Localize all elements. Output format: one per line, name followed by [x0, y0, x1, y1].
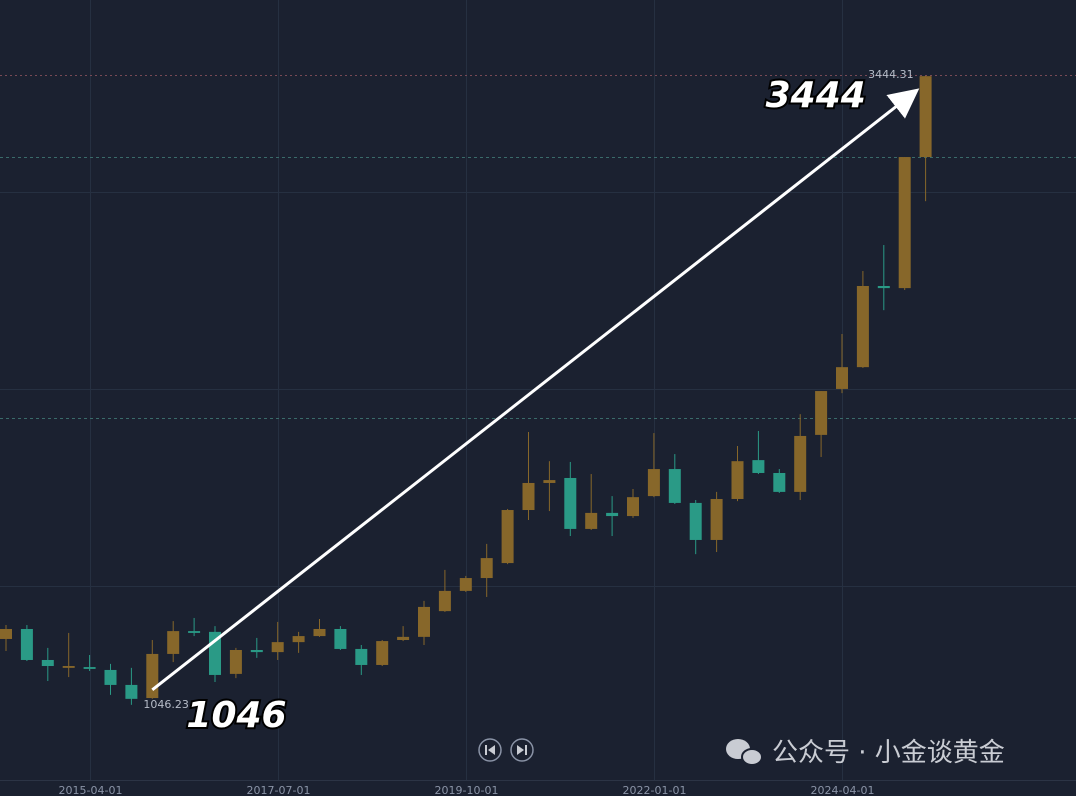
candle-body — [125, 684, 138, 699]
candle-body — [355, 648, 368, 665]
candle-body — [877, 286, 890, 289]
candle-body — [522, 482, 535, 511]
candle-body — [668, 469, 681, 503]
x-tick-label: 2022-01-01 — [623, 784, 687, 796]
candle-body — [480, 558, 493, 579]
candle-body — [146, 653, 159, 699]
candle-body — [606, 512, 619, 517]
playback-controls — [478, 738, 534, 762]
candle-body — [167, 631, 180, 654]
step-forward-button[interactable] — [510, 738, 534, 762]
low-label: 1046.23 — [143, 698, 189, 711]
x-tick-label: 2019-10-01 — [435, 784, 499, 796]
candle-body — [585, 512, 598, 529]
watermark-text: 公众号 · 小金谈黄金 — [772, 738, 1005, 768]
candle-body — [104, 669, 117, 685]
candle-body — [898, 157, 911, 289]
candle-body — [627, 497, 639, 517]
candle-body — [83, 667, 96, 669]
candle-body — [188, 631, 201, 633]
candle-body — [647, 469, 660, 497]
candle-body — [41, 659, 54, 667]
step-back-button[interactable] — [478, 738, 502, 762]
candle-body — [20, 628, 33, 660]
candle-body — [919, 76, 932, 158]
candle-body — [271, 642, 284, 653]
candle-body — [459, 578, 472, 591]
candle-body — [836, 367, 848, 389]
candle-body — [794, 435, 807, 492]
candle-body — [752, 460, 765, 473]
candle-body — [418, 606, 430, 637]
candle-body — [543, 480, 556, 483]
annotation: 3444 — [766, 75, 866, 116]
candle-body — [376, 641, 389, 665]
candle-body — [397, 636, 410, 641]
candle-body — [689, 502, 702, 540]
candle-body — [250, 650, 263, 653]
candle-body — [710, 498, 723, 540]
candle-body — [731, 461, 744, 499]
watermark: 公众号 · 小金谈黄金 — [726, 738, 1005, 768]
candle-body — [773, 472, 786, 492]
trend-arrow — [151, 88, 920, 692]
candle-body — [292, 636, 305, 643]
high-label: 3444.31 — [868, 68, 914, 81]
candle-body — [856, 286, 869, 368]
candle-body — [501, 510, 514, 564]
candle-body — [438, 590, 451, 612]
candle-body — [564, 477, 577, 529]
candle-body — [815, 391, 828, 435]
x-tick-label: 2017-07-01 — [247, 784, 311, 796]
candle-body — [313, 628, 326, 637]
candle-body — [62, 666, 75, 668]
candle-body — [0, 628, 12, 639]
annotation: 1046 — [186, 695, 286, 736]
candle-body — [334, 628, 347, 649]
x-tick-label: 2015-04-01 — [59, 784, 123, 796]
x-tick-label: 2024-04-01 — [811, 784, 875, 796]
candle-body — [229, 650, 242, 674]
